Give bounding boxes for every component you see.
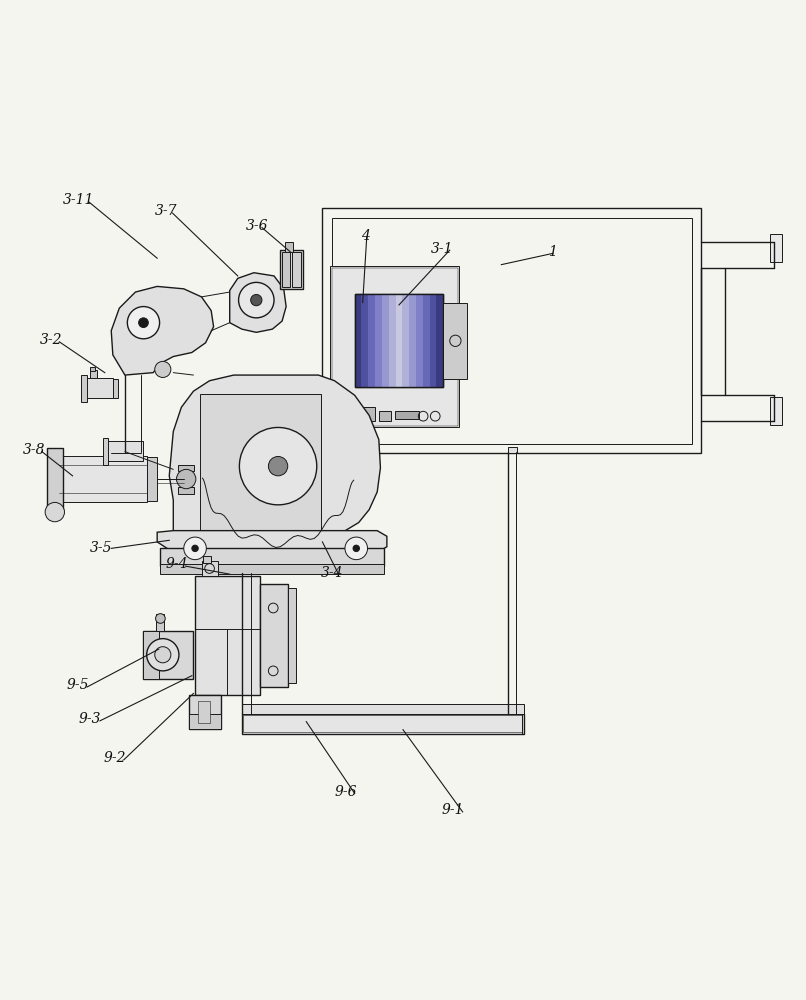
Bar [242,704,524,714]
Bar [292,252,301,287]
Text: 3-5: 3-5 [90,541,113,555]
Circle shape [127,307,160,339]
Polygon shape [230,273,286,332]
Bar [285,242,293,252]
Bar [508,447,517,453]
Bar [332,268,458,426]
Bar [189,714,221,729]
Bar [355,294,361,387]
Text: 3-6: 3-6 [246,219,268,233]
Bar [81,378,113,398]
Bar [770,397,782,425]
Bar [103,438,108,465]
Bar [359,407,375,421]
Text: 3-4: 3-4 [321,566,343,580]
Bar [178,487,194,494]
Circle shape [139,318,148,328]
Bar [409,294,416,387]
Bar [242,714,524,734]
Circle shape [147,639,179,671]
Bar [195,576,260,695]
Circle shape [155,361,171,377]
Circle shape [251,294,262,306]
Circle shape [45,502,64,522]
Bar [280,250,303,289]
Polygon shape [111,286,214,375]
Bar [90,367,95,371]
Bar [379,411,391,421]
Text: 3-1: 3-1 [431,242,454,256]
Bar [368,294,375,387]
Bar [178,465,194,471]
Bar [361,294,368,387]
Circle shape [239,427,317,505]
Polygon shape [169,375,380,540]
Bar [416,294,423,387]
Bar [59,456,147,502]
Bar [396,294,402,387]
Bar [322,208,701,453]
Text: 3-8: 3-8 [23,443,45,457]
Circle shape [155,647,171,663]
Bar [282,252,290,287]
Text: 3-7: 3-7 [155,204,177,218]
Bar [202,561,218,576]
Bar [243,715,522,732]
Bar [189,695,221,729]
Bar [375,294,382,387]
Text: 9-4: 9-4 [165,557,188,571]
Bar [198,701,210,723]
Bar [90,370,97,378]
Circle shape [353,545,359,552]
Bar [288,588,296,683]
Bar [260,584,288,687]
Bar [443,303,467,379]
Text: 4: 4 [361,229,370,243]
Bar [770,234,782,262]
Bar [332,218,692,444]
Bar [156,614,164,631]
Text: 9-3: 9-3 [79,712,102,726]
Circle shape [156,614,165,623]
Bar [160,548,384,566]
Bar [402,294,409,387]
Bar [437,294,443,387]
Text: 9-2: 9-2 [103,751,126,765]
Bar [113,379,118,398]
Bar [147,457,157,501]
Bar [423,294,430,387]
Bar [330,266,459,427]
Bar [143,631,193,679]
Bar [430,294,437,387]
Polygon shape [157,531,387,552]
Circle shape [177,469,196,489]
Circle shape [184,537,206,560]
Circle shape [239,282,274,318]
Bar [355,294,443,387]
Bar [388,294,396,387]
Text: 1: 1 [548,245,557,259]
Bar [143,631,159,679]
Bar [395,411,419,419]
Bar [81,375,87,402]
Text: 9-5: 9-5 [66,678,89,692]
Bar [355,294,443,387]
Bar [47,448,63,510]
Bar [382,294,388,387]
Bar [160,564,384,574]
Bar [203,556,211,563]
Bar [105,441,143,461]
Circle shape [345,537,368,560]
Circle shape [268,456,288,476]
Bar [200,394,321,531]
Text: 3-2: 3-2 [40,333,63,347]
Text: 9-6: 9-6 [334,785,357,799]
Text: 9-1: 9-1 [442,803,464,817]
Circle shape [192,545,198,552]
Text: 3-11: 3-11 [63,193,94,207]
